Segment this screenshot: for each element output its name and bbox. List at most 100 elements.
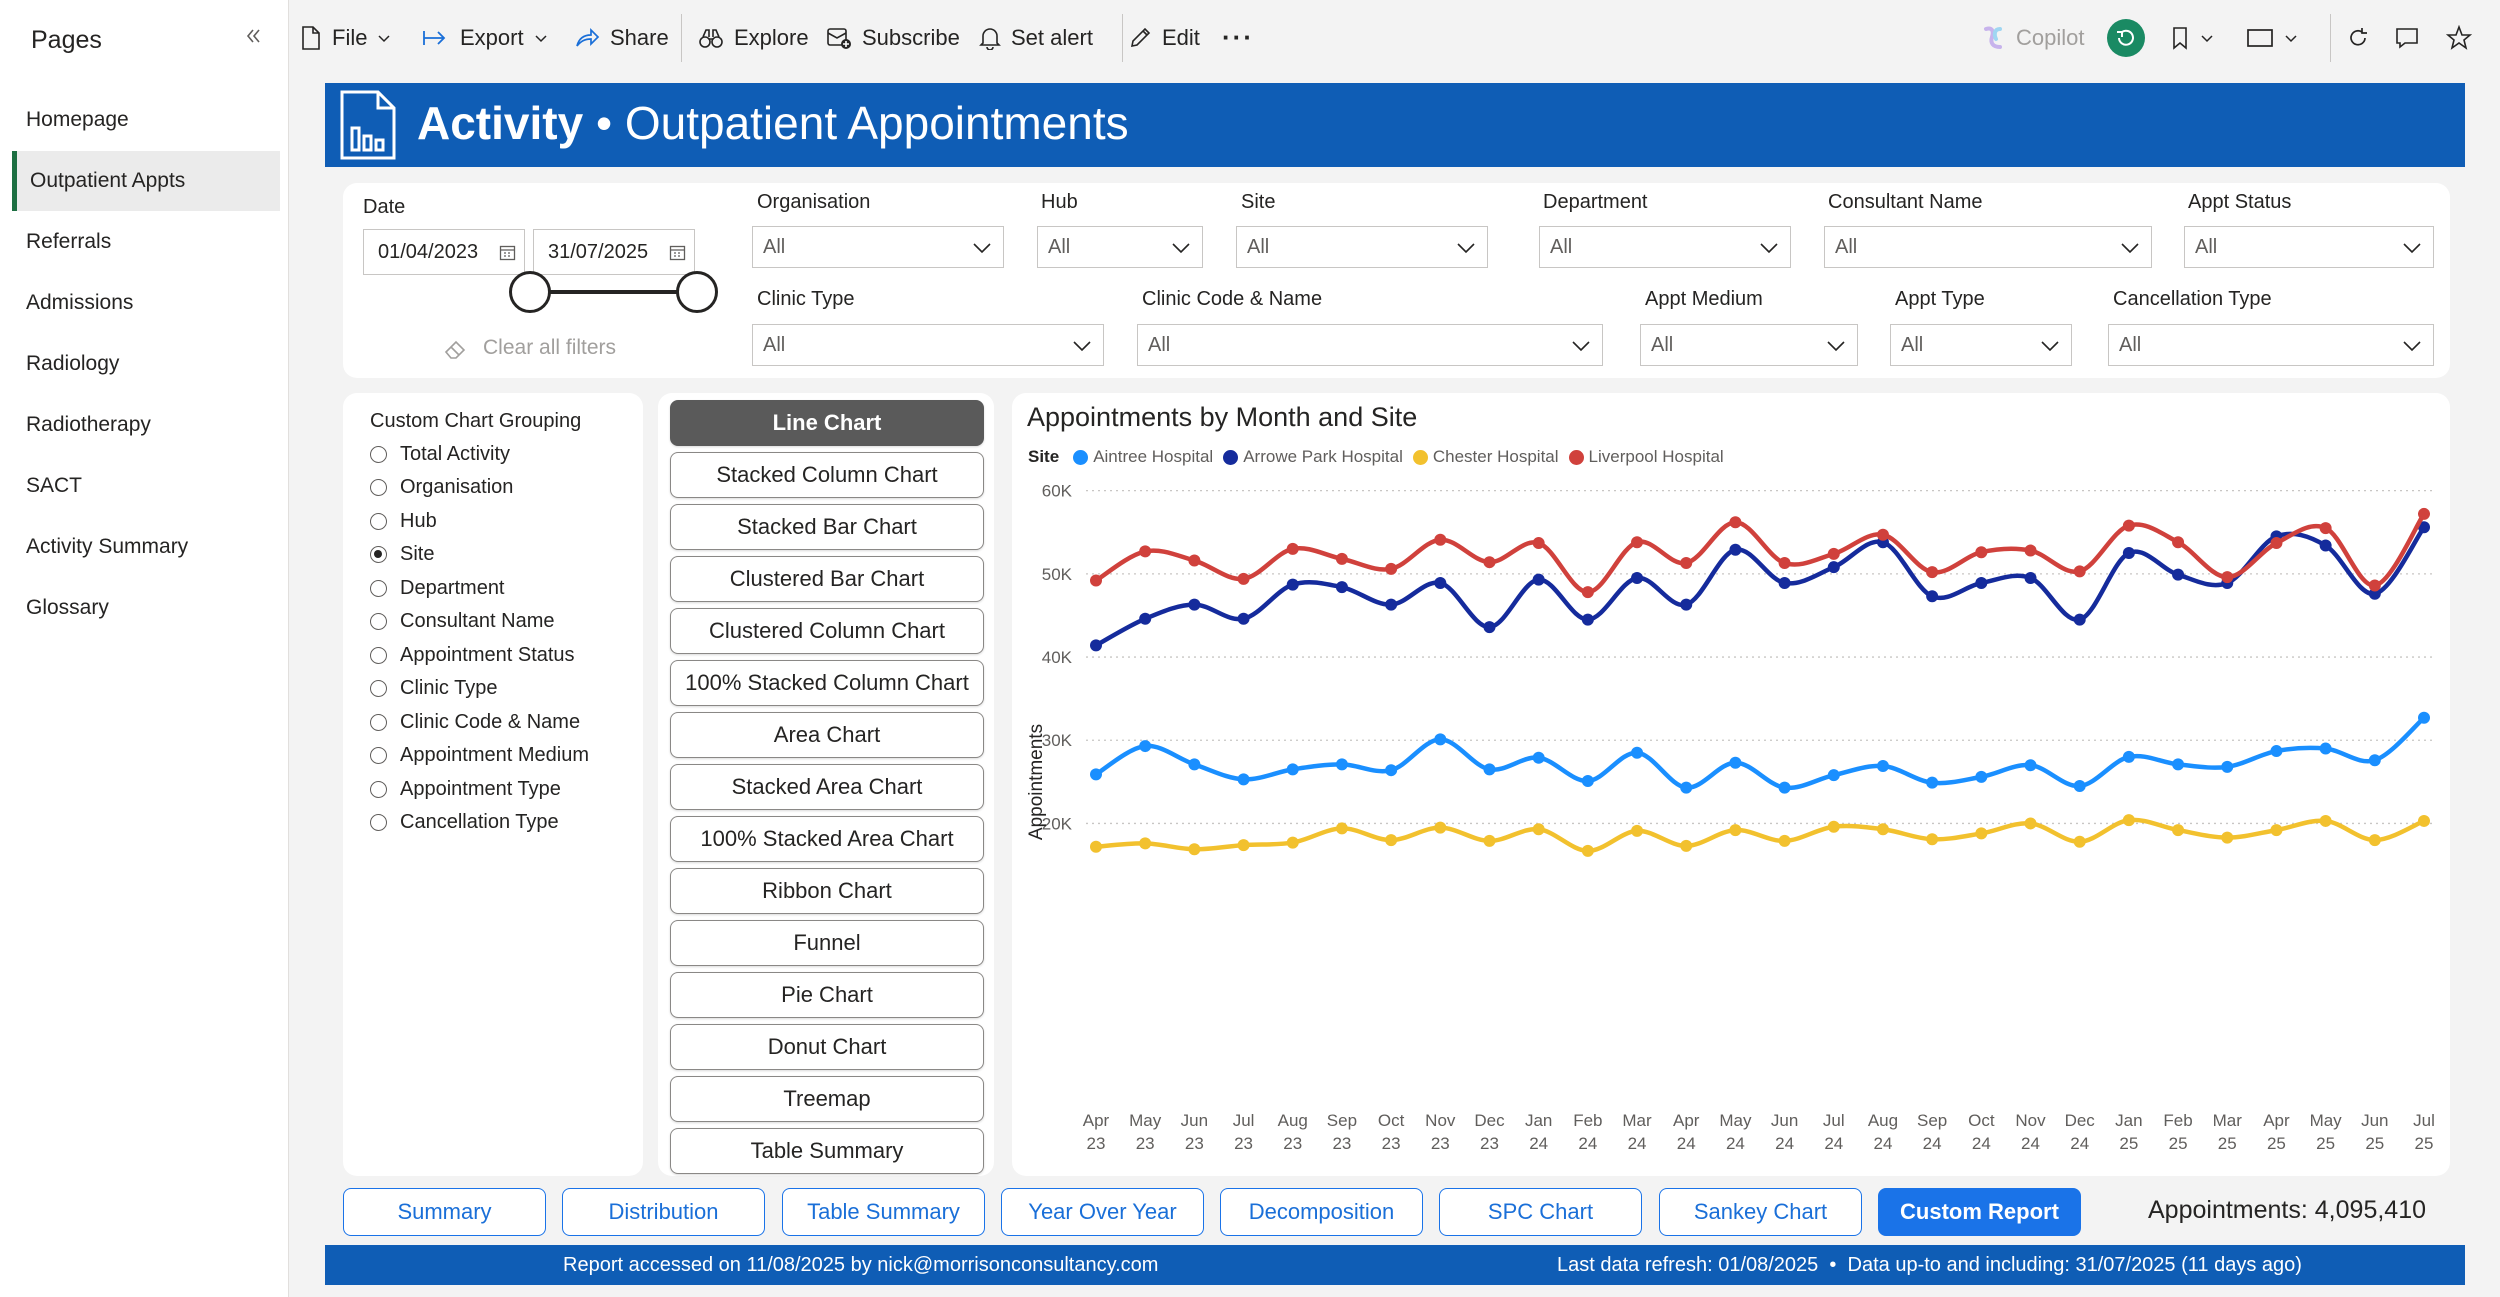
data-point[interactable] xyxy=(1532,823,1545,836)
data-point[interactable] xyxy=(1876,823,1889,836)
data-point[interactable] xyxy=(1335,822,1348,835)
radio-button[interactable] xyxy=(370,780,387,798)
data-point[interactable] xyxy=(1139,837,1152,850)
tab-custom-report[interactable]: Custom Report xyxy=(1878,1188,2081,1236)
data-point[interactable] xyxy=(1335,758,1348,771)
radio-button[interactable] xyxy=(370,546,387,563)
data-point[interactable] xyxy=(1729,543,1742,556)
nav-item-glossary[interactable]: Glossary xyxy=(26,596,109,619)
data-point[interactable] xyxy=(1532,751,1545,764)
radio-button[interactable] xyxy=(370,747,387,764)
data-point[interactable] xyxy=(1434,821,1447,834)
radio-button[interactable] xyxy=(370,613,387,630)
date-range-start-handle[interactable] xyxy=(509,271,551,313)
data-point[interactable] xyxy=(2073,835,2086,848)
data-point[interactable] xyxy=(1286,578,1299,591)
data-point[interactable] xyxy=(1335,552,1348,565)
tab-distribution[interactable]: Distribution xyxy=(562,1188,765,1236)
legend-item-chester[interactable]: Chester Hospital xyxy=(1412,447,1559,467)
data-point[interactable] xyxy=(2319,814,2332,827)
radio-button[interactable] xyxy=(370,479,387,496)
chart-type-100-stacked-area-chart-button[interactable]: 100% Stacked Area Chart xyxy=(670,816,984,862)
tab-sankey-chart[interactable]: Sankey Chart xyxy=(1659,1188,1862,1236)
chart-type-100-stacked-column-chart-button[interactable]: 100% Stacked Column Chart xyxy=(670,660,984,706)
data-point[interactable] xyxy=(2122,519,2135,532)
data-point[interactable] xyxy=(1581,586,1594,599)
appt-type-dropdown[interactable]: All xyxy=(1890,324,2072,366)
legend-item-arrowe-park[interactable]: Arrowe Park Hospital xyxy=(1223,447,1403,467)
data-point[interactable] xyxy=(2270,537,2283,550)
data-point[interactable] xyxy=(1385,562,1398,575)
data-point[interactable] xyxy=(2172,568,2185,581)
data-point[interactable] xyxy=(1139,612,1152,625)
data-point[interactable] xyxy=(1926,590,1939,603)
view-menu[interactable] xyxy=(2246,0,2298,75)
chart-type-ribbon-chart-button[interactable]: Ribbon Chart xyxy=(670,868,984,914)
data-point[interactable] xyxy=(2368,587,2381,600)
data-point[interactable] xyxy=(1237,773,1250,786)
grouping-option-appointment-medium[interactable]: Appointment Medium xyxy=(370,742,589,770)
grouping-option-appointment-type[interactable]: Appointment Type xyxy=(370,775,561,803)
data-point[interactable] xyxy=(1090,639,1102,652)
data-point[interactable] xyxy=(1483,556,1496,569)
data-point[interactable] xyxy=(1532,537,1545,550)
data-point[interactable] xyxy=(1335,581,1348,594)
date-range-end-handle[interactable] xyxy=(676,271,718,313)
chart-type-stacked-bar-chart-button[interactable]: Stacked Bar Chart xyxy=(670,504,984,550)
data-point[interactable] xyxy=(1680,557,1693,570)
data-point[interactable] xyxy=(1778,834,1791,847)
chart-type-funnel-button[interactable]: Funnel xyxy=(670,920,984,966)
explore-button[interactable]: Explore xyxy=(698,0,809,75)
data-point[interactable] xyxy=(1729,516,1742,529)
clear-all-filters-button[interactable]: Clear all filters xyxy=(443,335,616,361)
data-point[interactable] xyxy=(1778,576,1791,589)
chart-type-line-chart-button[interactable]: Line Chart xyxy=(670,400,984,446)
data-point[interactable] xyxy=(1385,834,1398,847)
nav-item-sact[interactable]: SACT xyxy=(26,474,83,497)
end-date-input[interactable]: 31/07/2025 xyxy=(533,229,695,275)
data-point[interactable] xyxy=(2418,507,2430,520)
tab-decomposition[interactable]: Decomposition xyxy=(1220,1188,1423,1236)
nav-item-admissions[interactable]: Admissions xyxy=(26,291,134,314)
data-point[interactable] xyxy=(2418,814,2430,827)
chart-type-clustered-bar-chart-button[interactable]: Clustered Bar Chart xyxy=(670,556,984,602)
data-point[interactable] xyxy=(2319,539,2332,552)
data-point[interactable] xyxy=(2073,780,2086,792)
data-point[interactable] xyxy=(2073,613,2086,626)
radio-button[interactable] xyxy=(370,646,387,664)
data-point[interactable] xyxy=(1778,781,1791,794)
grouping-option-consultant-name[interactable]: Consultant Name xyxy=(370,608,555,636)
data-point[interactable] xyxy=(1237,612,1250,625)
legend-item-liverpool[interactable]: Liverpool Hospital xyxy=(1568,447,1724,467)
radio-button[interactable] xyxy=(370,445,387,463)
data-point[interactable] xyxy=(2319,522,2332,535)
data-point[interactable] xyxy=(1434,576,1447,589)
copilot-button[interactable]: Copilot xyxy=(1980,0,2084,75)
nav-item-radiology[interactable]: Radiology xyxy=(26,352,120,375)
data-point[interactable] xyxy=(1188,843,1201,856)
data-point[interactable] xyxy=(1483,621,1496,634)
data-point[interactable] xyxy=(1237,572,1250,585)
consultant-name-dropdown[interactable]: All xyxy=(1824,226,2152,268)
comments-button[interactable] xyxy=(2394,0,2420,75)
chart-type-clustered-column-chart-button[interactable]: Clustered Column Chart xyxy=(670,608,984,654)
series-line-liverpool-hospital[interactable] xyxy=(1094,512,2426,595)
radio-button[interactable] xyxy=(370,680,387,697)
data-point[interactable] xyxy=(1827,547,1840,560)
data-point[interactable] xyxy=(2122,814,2135,827)
data-point[interactable] xyxy=(1729,824,1742,837)
favorite-button[interactable] xyxy=(2446,0,2472,75)
tab-summary[interactable]: Summary xyxy=(343,1188,546,1236)
data-point[interactable] xyxy=(1090,574,1102,587)
data-point[interactable] xyxy=(2122,547,2135,560)
series-line-arrowe-park-hospital[interactable] xyxy=(1094,525,2426,648)
data-point[interactable] xyxy=(1434,733,1447,746)
chart-type-pie-chart-button[interactable]: Pie Chart xyxy=(670,972,984,1018)
data-point[interactable] xyxy=(1286,542,1299,555)
series-line-aintree-hospital[interactable] xyxy=(1094,716,2426,791)
bookmark-menu[interactable] xyxy=(2170,0,2214,75)
data-point[interactable] xyxy=(1434,533,1447,546)
data-point[interactable] xyxy=(1385,598,1398,611)
legend-item-aintree[interactable]: Aintree Hospital xyxy=(1073,447,1213,467)
data-point[interactable] xyxy=(1286,763,1299,776)
